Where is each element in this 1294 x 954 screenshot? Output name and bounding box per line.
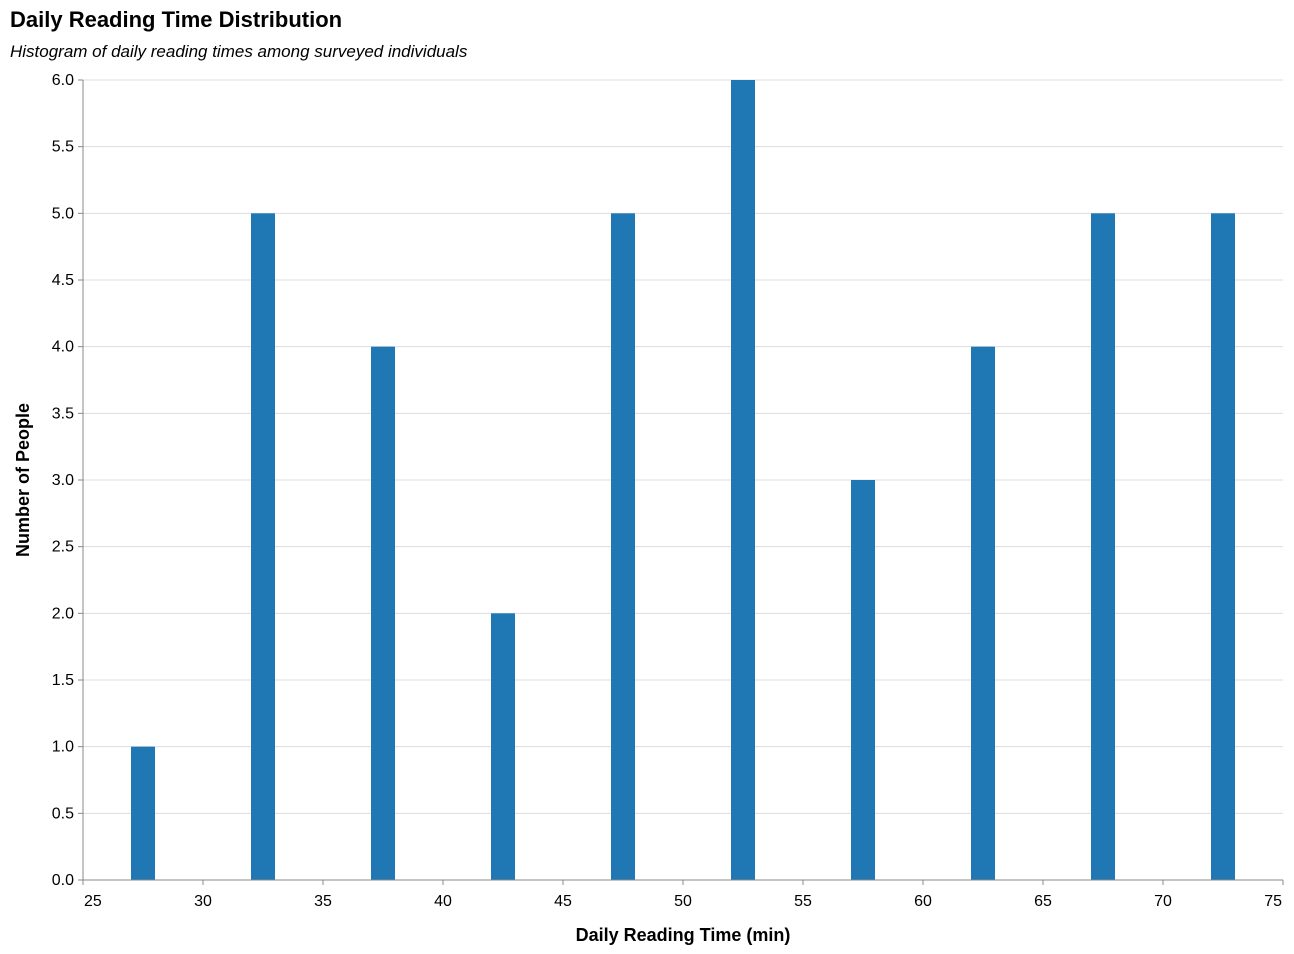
histogram-bar — [491, 613, 515, 880]
histogram-bar — [1091, 213, 1115, 881]
histogram-bar — [1211, 213, 1235, 881]
y-tick-label: 4.5 — [52, 272, 74, 289]
x-tick-label: 70 — [1154, 893, 1172, 910]
y-axis-title: Number of People — [13, 403, 33, 557]
x-tick-label: 35 — [314, 893, 332, 910]
x-tick-label: 55 — [794, 893, 812, 910]
histogram-bar — [971, 346, 995, 881]
y-tick-label: 3.0 — [52, 472, 74, 489]
chart-subtitle: Histogram of daily reading times among s… — [10, 42, 468, 61]
x-tick-label: 40 — [434, 893, 452, 910]
y-tick-label: 1.5 — [52, 672, 74, 689]
y-tick-label: 2.5 — [52, 539, 74, 556]
x-tick-label: 25 — [84, 893, 102, 910]
x-tick-label: 45 — [554, 893, 572, 910]
y-tick-label: 4.0 — [52, 339, 74, 356]
x-tick-label: 50 — [674, 893, 692, 910]
x-axis-title: Daily Reading Time (min) — [576, 925, 791, 945]
histogram-bar — [851, 480, 875, 880]
histogram-bar — [611, 213, 635, 881]
y-tick-label: 6.0 — [52, 72, 74, 89]
grid-layer — [83, 79, 1283, 814]
bars-layer — [131, 80, 1235, 881]
y-tick-label: 5.0 — [52, 205, 74, 222]
axes-layer: 0.0 0.5 1.0 1.5 2.0 2.5 3.0 3.5 4.0 4.5 5.0 5.5 6.0 2… — [52, 72, 1284, 910]
histogram-bar — [131, 746, 155, 880]
y-tick-label: 0.0 — [52, 872, 74, 889]
y-tick-label: 2.0 — [52, 605, 74, 622]
y-tick-label: 3.5 — [52, 405, 74, 422]
x-tick-label: 65 — [1034, 893, 1052, 910]
histogram-bar — [371, 346, 395, 881]
chart-title: Daily Reading Time Distribution — [10, 7, 343, 32]
x-tick-label: 60 — [914, 893, 932, 910]
x-tick-label: 30 — [194, 893, 212, 910]
y-tick-label: 5.5 — [52, 139, 74, 156]
histogram-bar — [731, 80, 755, 880]
y-tick-label: 1.0 — [52, 739, 74, 756]
x-tick-label: 75 — [1264, 893, 1282, 910]
histogram-bar — [251, 213, 275, 881]
y-tick-label: 0.5 — [52, 805, 74, 822]
